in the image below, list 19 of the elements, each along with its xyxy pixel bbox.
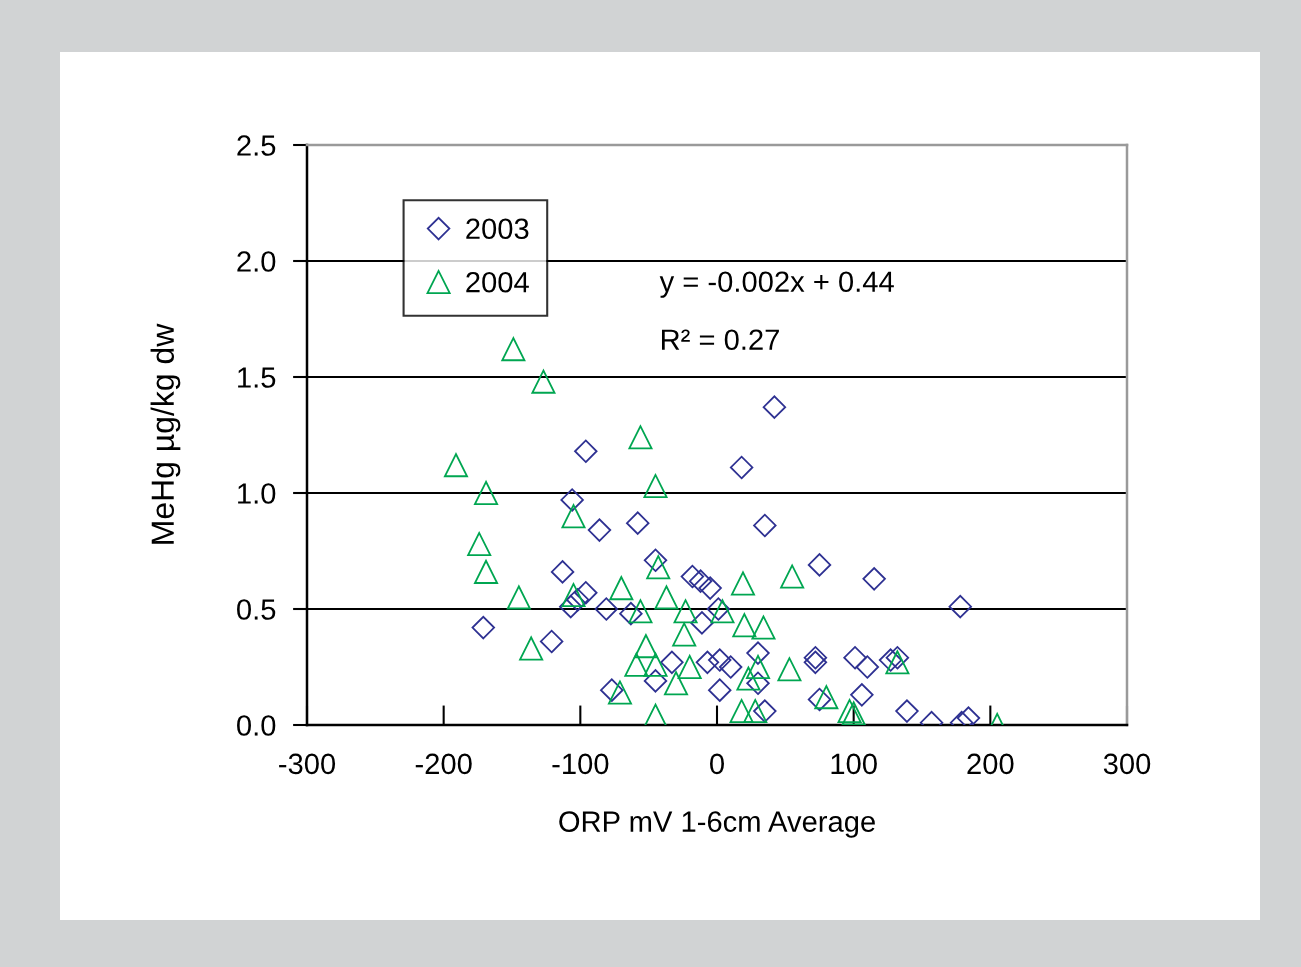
x-tick-label: 0	[710, 753, 724, 775]
y-tick-label: 0.0	[237, 715, 276, 736]
y-tick-label: 1.5	[238, 367, 276, 388]
x-tick-label: -200	[415, 753, 472, 775]
annotation: y = -0.002x + 0.44	[659, 271, 894, 298]
y-tick-label: 2.0	[237, 251, 276, 272]
x-tick-label: -100	[552, 753, 609, 775]
x-tick-label: -300	[279, 753, 336, 775]
x-tick-label: 100	[831, 753, 877, 775]
y-tick-label: 2.5	[237, 135, 276, 156]
annotation: R² = 0.27	[661, 329, 779, 351]
y-tick-label: 1.0	[238, 483, 276, 504]
x-tick-label: 300	[1103, 753, 1151, 775]
x-tick-label: 200	[967, 753, 1014, 775]
y-tick-label: 0.5	[237, 599, 276, 620]
y-axis-title: MeHg µg/kg dw	[150, 323, 181, 544]
x-axis-title: ORP mV 1-6cm Average	[559, 811, 875, 838]
legend-label: 2004	[466, 271, 529, 293]
legend-label: 2003	[466, 218, 529, 240]
